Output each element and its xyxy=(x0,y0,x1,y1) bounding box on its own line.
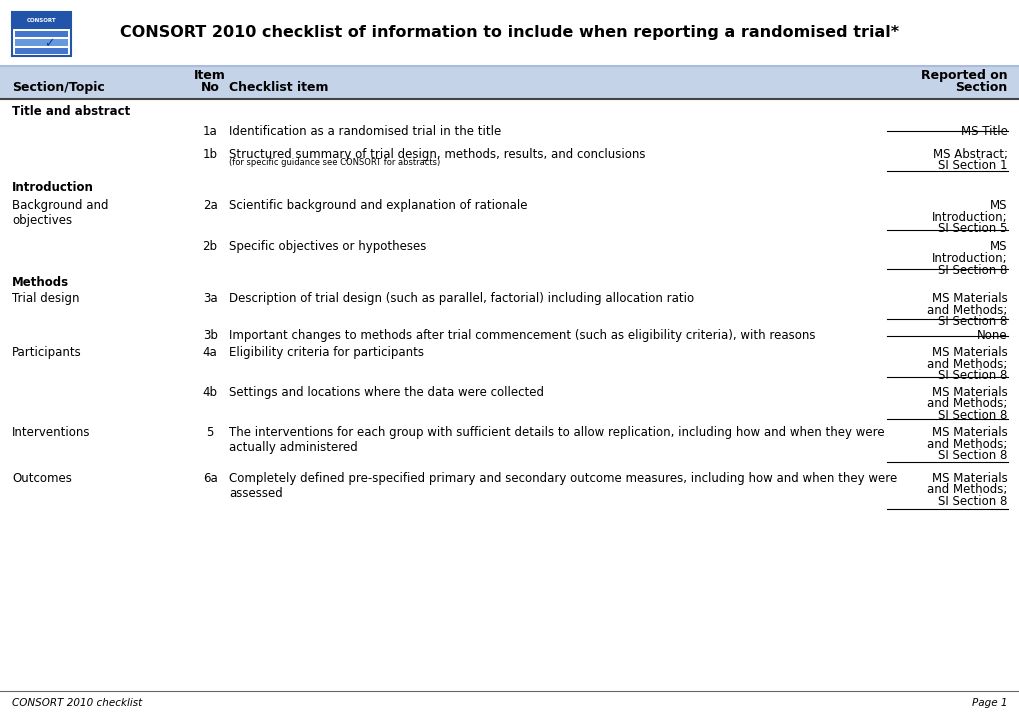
Text: None: None xyxy=(976,329,1007,342)
Text: Background and
objectives: Background and objectives xyxy=(12,199,109,228)
Text: Checklist item: Checklist item xyxy=(229,81,329,94)
Text: MS: MS xyxy=(989,240,1007,253)
Text: Methods: Methods xyxy=(12,276,69,289)
Text: MS Materials: MS Materials xyxy=(931,426,1007,439)
Text: MS Materials: MS Materials xyxy=(931,292,1007,305)
Text: Item: Item xyxy=(194,69,226,82)
Text: and Methods;: and Methods; xyxy=(926,397,1007,410)
Text: Eligibility criteria for participants: Eligibility criteria for participants xyxy=(229,346,424,359)
Text: Outcomes: Outcomes xyxy=(12,472,72,485)
Text: 4a: 4a xyxy=(203,346,217,359)
Text: MS Materials: MS Materials xyxy=(931,346,1007,359)
Text: and Methods;: and Methods; xyxy=(926,358,1007,371)
Bar xyxy=(15,40,68,45)
Text: Introduction;: Introduction; xyxy=(931,252,1007,265)
Text: 2b: 2b xyxy=(203,240,217,253)
Text: CONSORT 2010 checklist: CONSORT 2010 checklist xyxy=(12,698,143,708)
Text: MS Materials: MS Materials xyxy=(931,472,1007,485)
Text: 4b: 4b xyxy=(203,386,217,399)
Text: Description of trial design (such as parallel, factorial) including allocation r: Description of trial design (such as par… xyxy=(229,292,694,305)
Text: SI Section 8: SI Section 8 xyxy=(937,409,1007,422)
Text: Identification as a randomised trial in the title: Identification as a randomised trial in … xyxy=(229,125,501,138)
Bar xyxy=(15,31,68,37)
Text: Introduction;: Introduction; xyxy=(931,211,1007,224)
Bar xyxy=(15,48,68,54)
Text: and Methods;: and Methods; xyxy=(926,483,1007,496)
Text: No: No xyxy=(201,81,219,94)
Text: Specific objectives or hypotheses: Specific objectives or hypotheses xyxy=(229,240,427,253)
Text: Trial design: Trial design xyxy=(12,292,79,305)
Text: and Methods;: and Methods; xyxy=(926,304,1007,317)
Text: Section/Topic: Section/Topic xyxy=(12,81,105,94)
Text: SI Section 8: SI Section 8 xyxy=(937,369,1007,382)
Text: MS Title: MS Title xyxy=(960,125,1007,138)
Text: SI Section 8: SI Section 8 xyxy=(937,315,1007,328)
Text: Structured summary of trial design, methods, results, and conclusions: Structured summary of trial design, meth… xyxy=(229,148,649,161)
Text: and Methods;: and Methods; xyxy=(926,438,1007,451)
Text: SI Section 5: SI Section 5 xyxy=(937,222,1007,235)
Text: SI Section 8: SI Section 8 xyxy=(937,449,1007,462)
Text: 3b: 3b xyxy=(203,329,217,342)
Bar xyxy=(12,12,71,56)
Text: ✓: ✓ xyxy=(44,37,54,50)
Text: Section: Section xyxy=(955,81,1007,94)
Text: MS Abstract;: MS Abstract; xyxy=(931,148,1007,161)
Text: SI Section 8: SI Section 8 xyxy=(937,264,1007,276)
Text: MS: MS xyxy=(989,199,1007,212)
Text: MS Materials: MS Materials xyxy=(931,386,1007,399)
Text: SI Section 8: SI Section 8 xyxy=(937,495,1007,508)
Text: Participants: Participants xyxy=(12,346,82,359)
Text: Introduction: Introduction xyxy=(12,181,94,194)
Text: Page 1: Page 1 xyxy=(971,698,1007,708)
Text: Settings and locations where the data were collected: Settings and locations where the data we… xyxy=(229,386,544,399)
Text: Completely defined pre-specified primary and secondary outcome measures, includi: Completely defined pre-specified primary… xyxy=(229,472,897,500)
Text: The interventions for each group with sufficient details to allow replication, i: The interventions for each group with su… xyxy=(229,426,884,454)
Text: Title and abstract: Title and abstract xyxy=(12,105,130,118)
Bar xyxy=(0,66,1019,99)
Text: 6a: 6a xyxy=(203,472,217,485)
Text: Important changes to methods after trial commencement (such as eligibility crite: Important changes to methods after trial… xyxy=(229,329,815,342)
Text: Scientific background and explanation of rationale: Scientific background and explanation of… xyxy=(229,199,528,212)
Text: SI Section 1: SI Section 1 xyxy=(937,159,1007,172)
Text: 1a: 1a xyxy=(203,125,217,138)
Text: (for specific guidance see CONSORT for abstracts): (for specific guidance see CONSORT for a… xyxy=(229,158,440,167)
Text: 1b: 1b xyxy=(203,148,217,161)
Text: CONSORT: CONSORT xyxy=(26,19,57,23)
Text: 2a: 2a xyxy=(203,199,217,212)
Bar xyxy=(12,12,71,30)
Text: 5: 5 xyxy=(206,426,214,439)
Text: Interventions: Interventions xyxy=(12,426,91,439)
Text: Reported on: Reported on xyxy=(920,69,1007,82)
Text: CONSORT 2010 checklist of information to include when reporting a randomised tri: CONSORT 2010 checklist of information to… xyxy=(120,25,899,40)
Text: 3a: 3a xyxy=(203,292,217,305)
